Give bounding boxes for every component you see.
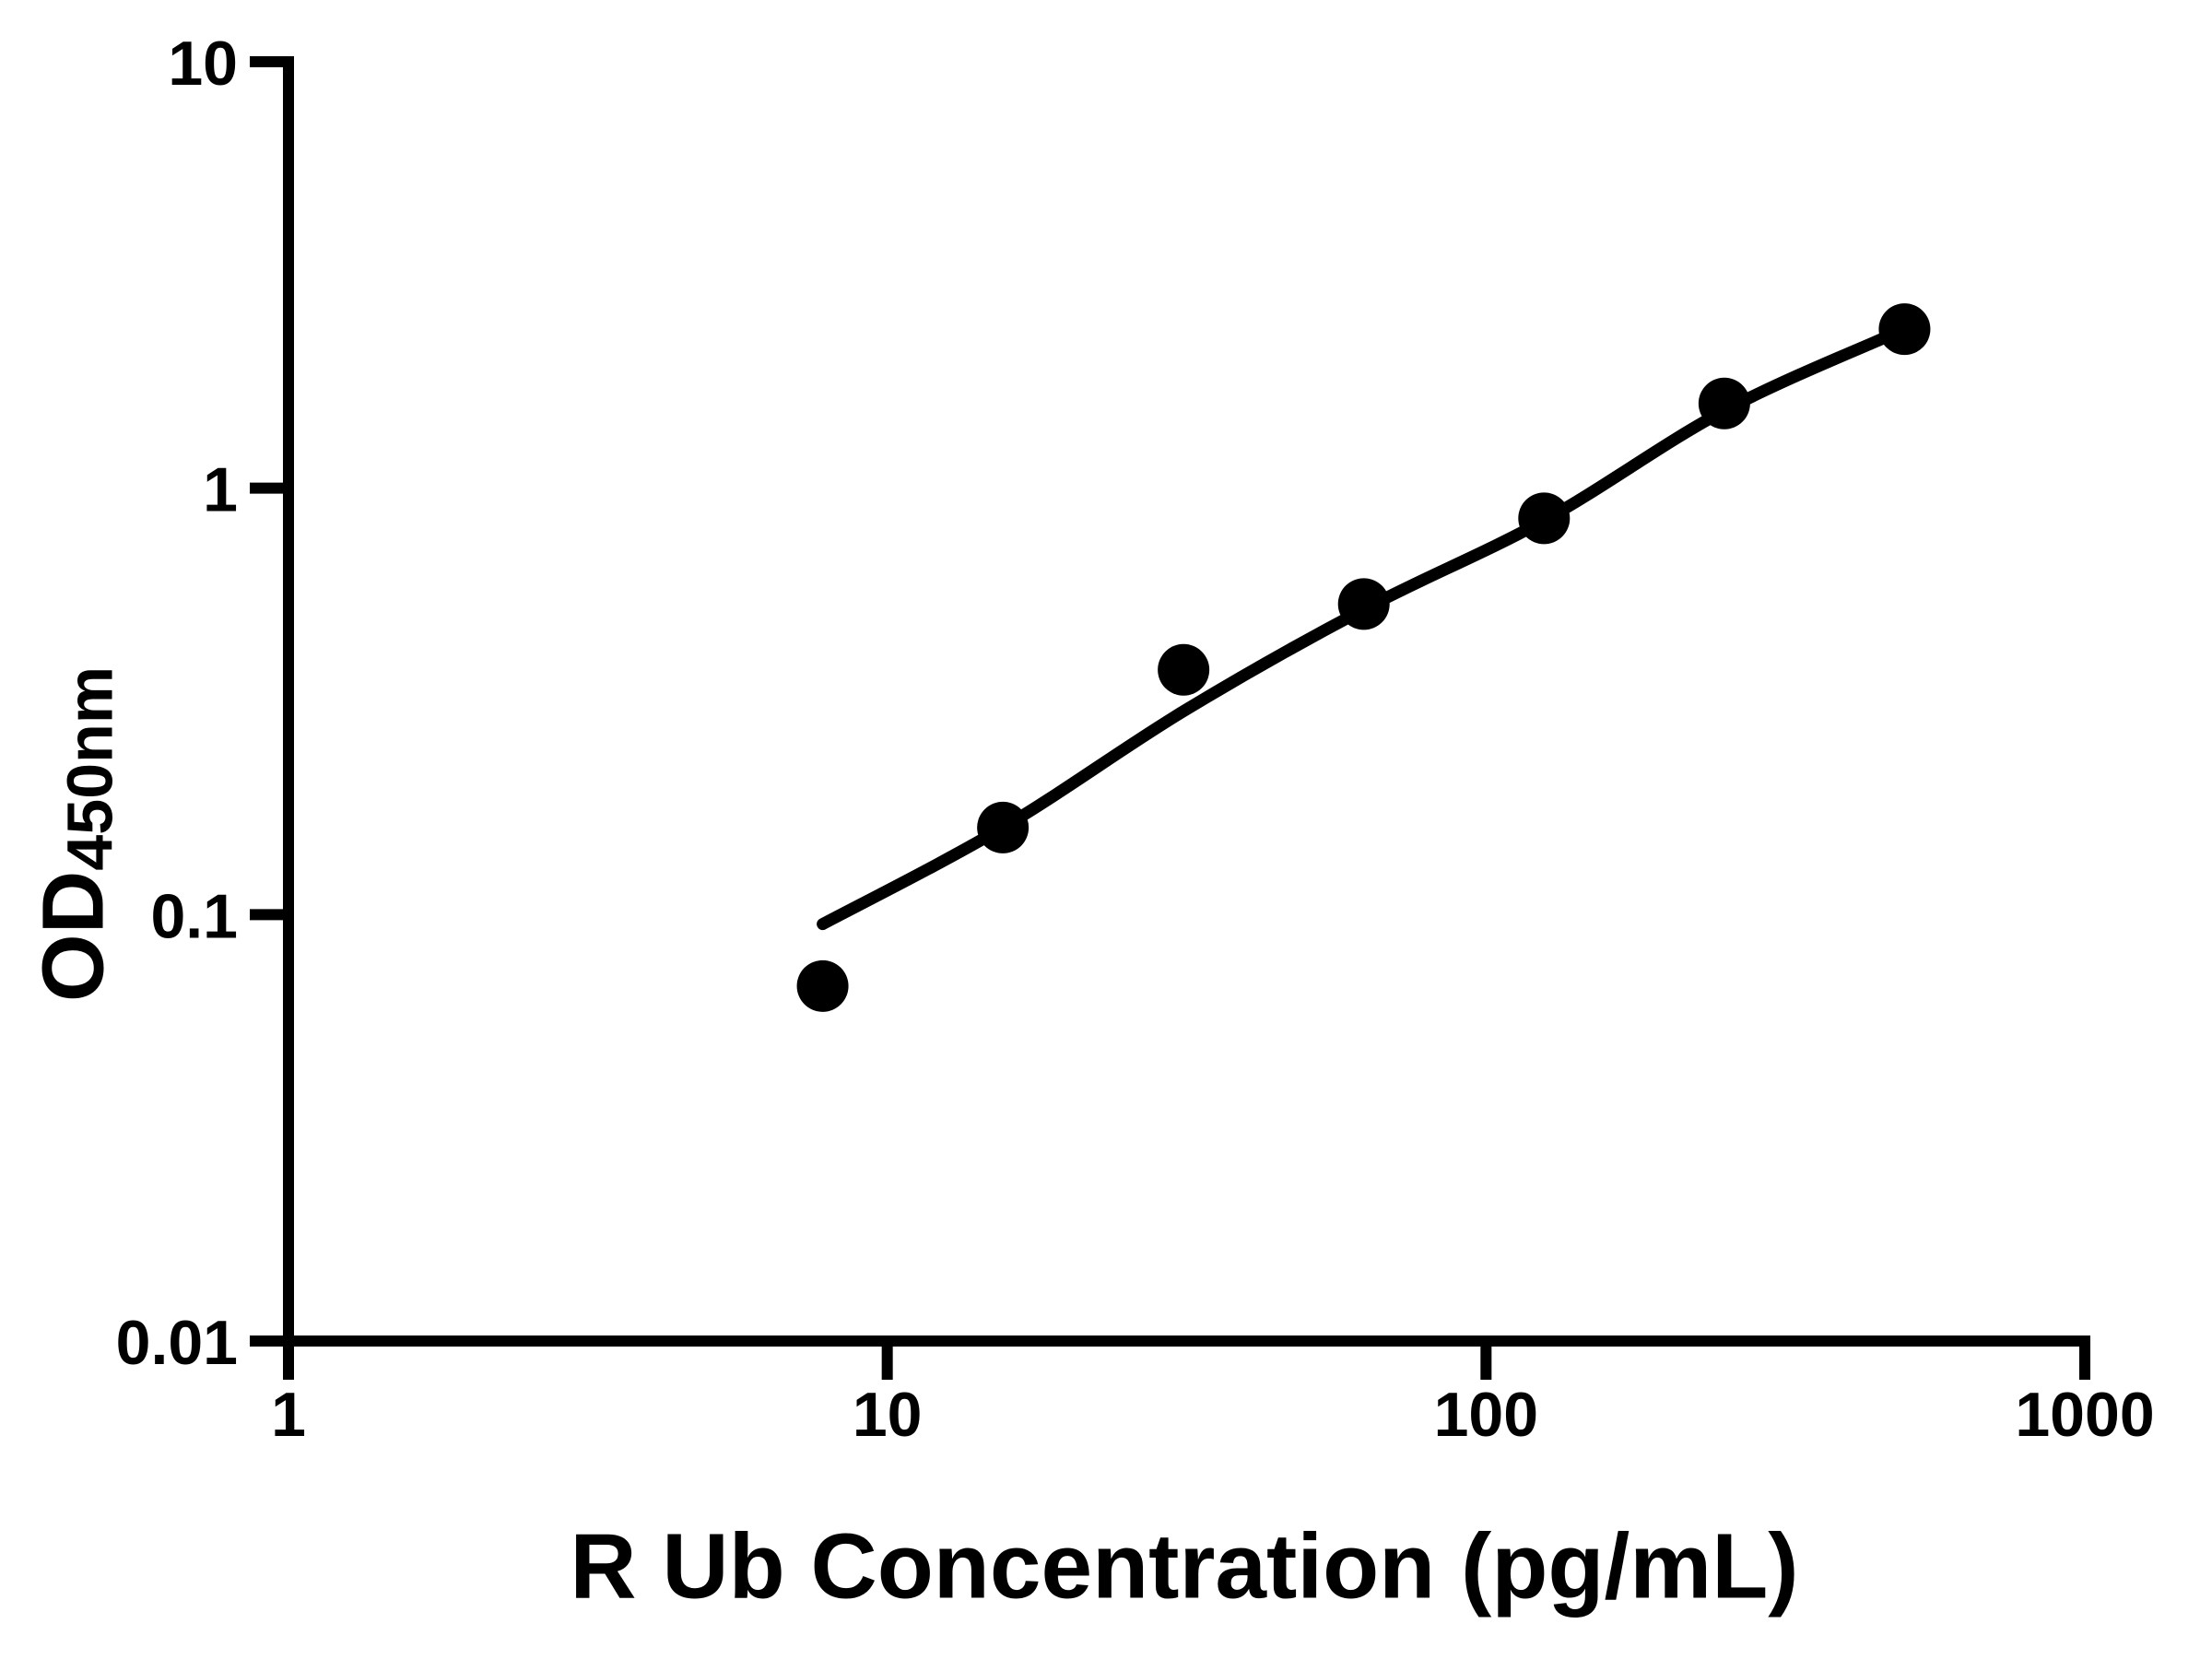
y-tick-label: 0.01 [116, 1308, 238, 1378]
y-tick-label: 0.1 [150, 881, 238, 951]
x-tick-label: 1 [271, 1380, 306, 1450]
y-axis-title: OD450nm [24, 665, 126, 1003]
y-axis-title-main: OD [24, 870, 123, 1003]
y-tick-label: 10 [168, 29, 238, 99]
y-tick-label: 1 [203, 455, 238, 525]
y-axis-title-subscript: 450nm [53, 665, 126, 871]
fit-curve-line [817, 323, 1911, 931]
x-tick-label: 100 [1434, 1380, 1538, 1450]
x-tick-label: 1000 [2015, 1380, 2154, 1450]
x-tick-label: 10 [853, 1380, 923, 1450]
x-axis-title: R Ub Concentration (pg/mL) [570, 1514, 1799, 1618]
data-point [1158, 643, 1210, 696]
data-point [796, 959, 849, 1012]
